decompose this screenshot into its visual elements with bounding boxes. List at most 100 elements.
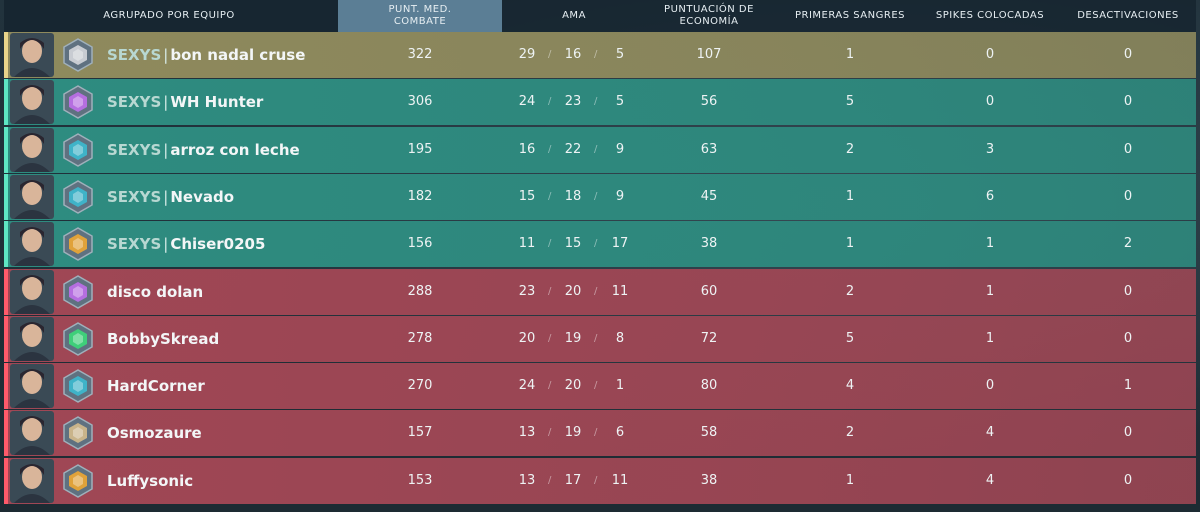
kda-separator: / <box>548 427 552 439</box>
deaths-value: 15 <box>564 236 582 252</box>
plants-value: 6 <box>985 188 995 204</box>
team-indicator-stripe <box>4 315 8 362</box>
team-indicator-stripe <box>4 457 8 504</box>
header-spikes-planted[interactable]: SPIKES COLOCADAS <box>935 10 1045 21</box>
header-first-bloods[interactable]: PRIMERAS SANGRES <box>794 10 905 21</box>
player-name-label: Luffysonic <box>107 471 194 490</box>
kills-value: 24 <box>518 94 536 110</box>
kda-separator: / <box>594 380 598 392</box>
player-row[interactable]: Osmozaure 157 13 / 19 / 6 58 2 4 0 <box>4 410 1196 457</box>
player-row[interactable]: SEXYS | Chiser0205 156 11 / 15 / 17 38 1 1… <box>4 221 1196 268</box>
agent-portrait-icon <box>10 458 54 503</box>
agent-portrait-icon <box>10 80 54 125</box>
economy-value: 63 <box>700 141 718 157</box>
assists-value: 9 <box>615 188 625 204</box>
player-name[interactable]: Osmozaure <box>107 410 202 456</box>
agent-portrait-icon <box>10 174 54 219</box>
player-name-label: Chiser0205 <box>170 235 266 254</box>
player-name[interactable]: SEXYS | Nevado <box>107 174 234 220</box>
economy-value: 56 <box>700 94 718 110</box>
cyan-rank-icon <box>60 132 96 168</box>
acs-value: 153 <box>407 472 433 488</box>
cyan-rank-icon <box>60 179 96 215</box>
player-row[interactable]: BobbySkread 278 20 / 19 / 8 72 5 1 0 <box>4 315 1196 362</box>
player-row[interactable]: disco dolan 288 23 / 20 / 11 60 2 1 0 <box>4 268 1196 315</box>
defuses-value: 0 <box>1123 283 1133 299</box>
player-name[interactable]: disco dolan <box>107 269 203 315</box>
agent-portrait-icon <box>10 411 54 456</box>
kills-value: 20 <box>518 330 536 346</box>
agent-portrait-icon <box>10 316 54 361</box>
kills-value: 13 <box>518 472 536 488</box>
first-bloods-value: 2 <box>845 425 855 441</box>
first-bloods-value: 5 <box>845 330 855 346</box>
player-row[interactable]: Luffysonic 153 13 / 17 / 11 38 1 4 0 <box>4 457 1196 504</box>
header-defuses[interactable]: DESACTIVACIONES <box>1077 10 1179 21</box>
assists-value: 11 <box>611 283 629 299</box>
team-indicator-stripe <box>4 221 8 268</box>
defuses-value: 1 <box>1123 378 1133 394</box>
deaths-value: 18 <box>564 188 582 204</box>
player-name[interactable]: SEXYS | Chiser0205 <box>107 221 265 267</box>
header-team-grouping[interactable]: AGRUPADO POR EQUIPO <box>103 10 235 21</box>
first-bloods-value: 1 <box>845 236 855 252</box>
player-name-label: bon nadal cruse <box>170 46 306 64</box>
team-tag: SEXYS <box>107 46 162 64</box>
first-bloods-value: 5 <box>845 94 855 110</box>
player-name-label: HardCorner <box>107 377 205 396</box>
kda-separator: / <box>594 143 598 155</box>
player-name[interactable]: Luffysonic <box>107 458 193 504</box>
kda-separator: / <box>548 190 552 202</box>
assists-value: 17 <box>611 236 629 252</box>
header-acs[interactable]: PUNT. MED. COMBATE <box>338 0 502 32</box>
team-indicator-stripe <box>4 173 8 220</box>
agent-portrait-icon <box>10 33 54 77</box>
deaths-value: 17 <box>564 472 582 488</box>
player-name[interactable]: SEXYS | WH Hunter <box>107 79 263 125</box>
player-name[interactable]: BobbySkread <box>107 316 219 362</box>
defuses-value: 0 <box>1123 188 1133 204</box>
player-name-label: disco dolan <box>107 282 204 301</box>
player-row[interactable]: SEXYS | WH Hunter 306 24 / 23 / 5 56 5 0 0 <box>4 79 1196 126</box>
player-row[interactable]: SEXYS | arroz con leche 195 16 / 22 / 9 63… <box>4 126 1196 173</box>
kills-value: 29 <box>518 47 536 62</box>
player-row[interactable]: SEXYS | Nevado 182 15 / 18 / 9 45 1 6 0 <box>4 173 1196 220</box>
header-economy[interactable]: PUNTUACIÓN DE ECONOMÍA <box>664 4 754 27</box>
purple-rank-icon <box>60 84 96 120</box>
header-bar <box>4 0 1196 32</box>
agent-portrait-icon <box>10 127 54 172</box>
player-row[interactable]: HardCorner 270 24 / 20 / 1 80 4 0 1 <box>4 363 1196 410</box>
first-bloods-value: 4 <box>845 378 855 394</box>
player-name-label: WH Hunter <box>170 93 264 112</box>
first-bloods-value: 1 <box>845 188 855 204</box>
agent-portrait-icon <box>10 364 54 409</box>
deaths-value: 20 <box>564 283 582 299</box>
player-name[interactable]: SEXYS | bon nadal cruse <box>107 32 305 78</box>
silver-rank-icon <box>60 37 96 73</box>
player-name[interactable]: SEXYS | arroz con leche <box>107 127 300 173</box>
kda-separator: / <box>548 380 552 392</box>
economy-value: 72 <box>700 330 718 346</box>
acs-value: 270 <box>407 378 433 394</box>
assists-value: 5 <box>615 94 625 110</box>
tag-separator: | <box>163 187 169 206</box>
player-name[interactable]: HardCorner <box>107 363 205 409</box>
economy-value: 107 <box>696 47 722 62</box>
plants-value: 0 <box>985 378 995 394</box>
green-rank-icon <box>60 321 96 357</box>
gold-rank-icon <box>60 226 96 262</box>
player-name-label: Osmozaure <box>107 424 202 443</box>
team-indicator-stripe <box>4 268 8 315</box>
header-kda[interactable]: AMA <box>562 10 586 21</box>
player-row[interactable]: SEXYS | bon nadal cruse 322 29 / 16 / 5 10… <box>4 32 1196 78</box>
gold-rank-icon <box>60 463 96 499</box>
player-name-label: BobbySkread <box>107 329 220 348</box>
kills-value: 23 <box>518 283 536 299</box>
kda-separator: / <box>594 238 598 250</box>
plants-value: 4 <box>985 472 995 488</box>
deaths-value: 19 <box>564 330 582 346</box>
first-bloods-value: 1 <box>845 47 855 62</box>
first-bloods-value: 2 <box>845 283 855 299</box>
kda-separator: / <box>594 474 598 486</box>
economy-value: 38 <box>700 236 718 252</box>
